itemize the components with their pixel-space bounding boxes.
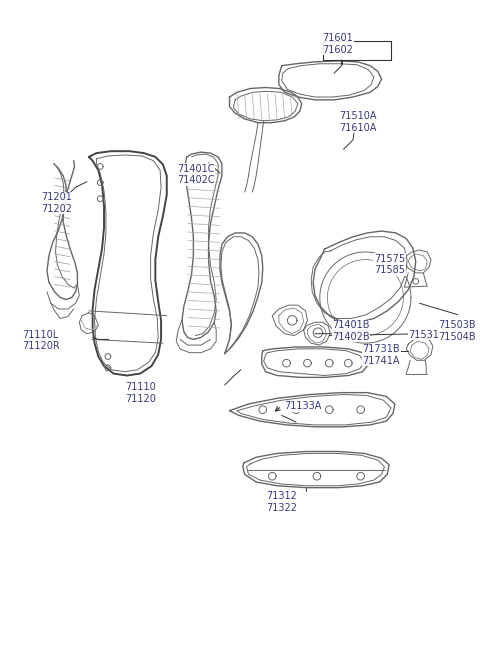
Text: 71110L
71120R: 71110L 71120R: [22, 330, 60, 352]
Text: 71575
71585: 71575 71585: [374, 254, 405, 276]
Text: 71133A: 71133A: [285, 401, 322, 411]
Text: 71731B
71741A: 71731B 71741A: [362, 344, 400, 365]
Text: 71401B
71402B: 71401B 71402B: [332, 320, 370, 342]
Text: 71110
71120: 71110 71120: [125, 382, 156, 403]
Text: 71201
71202: 71201 71202: [41, 192, 72, 214]
Text: 71531: 71531: [408, 330, 439, 340]
Text: 71503B
71504B: 71503B 71504B: [439, 320, 476, 342]
Text: 71401C
71402C: 71401C 71402C: [177, 164, 215, 185]
Text: 71312
71322: 71312 71322: [266, 491, 297, 513]
Text: 71601
71602: 71601 71602: [323, 33, 353, 55]
Text: 71510A
71610A: 71510A 71610A: [339, 111, 376, 133]
